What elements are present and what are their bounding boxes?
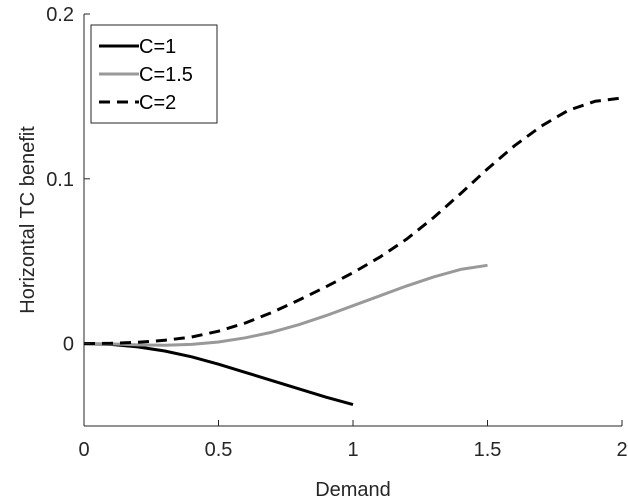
series-layer (83, 96, 623, 407)
x-tick-label: 0 (78, 439, 89, 461)
ticks-layer: 0 0.5 1 1.5 2 0 0.1 0.2 (46, 4, 627, 461)
x-tick-label: 1 (347, 439, 358, 461)
legend: C=1 C=1.5 C=2 (90, 24, 218, 124)
x-tick-label: 2 (616, 439, 627, 461)
legend-label-1: C=1 (139, 36, 176, 58)
x-tick-label: 0.5 (205, 439, 233, 461)
x-axis-label: Demand (315, 479, 391, 501)
x-tick-label: 1.5 (474, 439, 502, 461)
series-line-2 (83, 263, 488, 347)
y-tick-label: 0.1 (46, 169, 74, 191)
y-axis-label: Horizontal TC benefit (17, 126, 39, 314)
series-line-3 (83, 96, 623, 346)
y-tick-label: 0 (63, 334, 74, 356)
legend-entries: C=1 C=1.5 C=2 (99, 36, 193, 114)
y-tick-label: 0.2 (46, 4, 74, 26)
legend-label-2: C=1.5 (139, 64, 193, 86)
legend-label-3: C=2 (139, 92, 176, 114)
series-line-1 (83, 342, 354, 407)
